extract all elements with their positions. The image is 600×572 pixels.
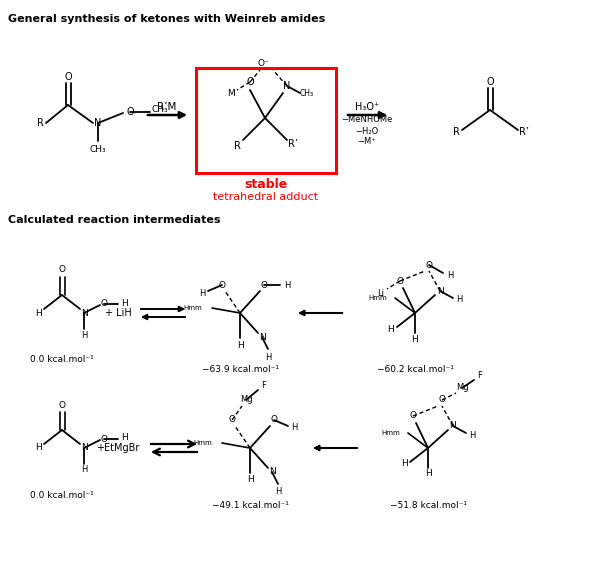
Text: H: H — [401, 459, 407, 468]
Text: Li: Li — [377, 288, 385, 297]
Text: O: O — [64, 72, 72, 82]
Text: −MeNHOMe: −MeNHOMe — [341, 116, 392, 125]
Bar — [196, 68, 336, 173]
Text: H: H — [121, 299, 127, 308]
Text: R’: R’ — [519, 127, 529, 137]
Text: O: O — [439, 395, 445, 404]
Text: H: H — [265, 352, 271, 362]
Text: H: H — [275, 487, 281, 496]
Text: H: H — [81, 331, 87, 340]
Text: O: O — [59, 400, 65, 410]
Text: R’: R’ — [288, 139, 298, 149]
Text: 0.0 kcal.mol⁻¹: 0.0 kcal.mol⁻¹ — [30, 491, 94, 499]
Text: 0.0 kcal.mol⁻¹: 0.0 kcal.mol⁻¹ — [30, 356, 94, 364]
Text: O: O — [260, 280, 268, 289]
Text: H: H — [236, 340, 244, 349]
Text: H: H — [121, 434, 127, 443]
Text: −60.2 kcal.mol⁻¹: −60.2 kcal.mol⁻¹ — [377, 366, 454, 375]
Text: stable: stable — [244, 178, 287, 192]
Text: H: H — [291, 423, 297, 432]
Text: CH₃: CH₃ — [300, 89, 314, 97]
Text: tetrahedral adduct: tetrahedral adduct — [214, 192, 319, 202]
Text: Hmm: Hmm — [368, 295, 387, 301]
Text: R’M: R’M — [157, 102, 176, 112]
Text: N: N — [259, 332, 265, 341]
Text: O: O — [126, 107, 134, 117]
Text: H: H — [469, 431, 475, 439]
Text: O: O — [409, 411, 416, 420]
Text: N: N — [449, 422, 457, 431]
Text: O: O — [229, 415, 235, 424]
Text: −49.1 kcal.mol⁻¹: −49.1 kcal.mol⁻¹ — [212, 500, 289, 510]
Text: R: R — [233, 141, 241, 151]
Text: H: H — [35, 443, 43, 452]
Text: H: H — [447, 271, 453, 280]
Text: +EtMgBr: +EtMgBr — [97, 443, 140, 453]
Text: O: O — [271, 415, 277, 424]
Text: H: H — [247, 475, 253, 484]
Text: N: N — [80, 443, 88, 452]
Text: F: F — [478, 371, 482, 380]
Text: N: N — [269, 467, 275, 476]
Text: H: H — [284, 280, 290, 289]
Text: H₃O⁺: H₃O⁺ — [355, 102, 379, 112]
Text: R: R — [452, 127, 460, 137]
Text: Mg: Mg — [239, 395, 253, 404]
Text: O: O — [59, 265, 65, 275]
Text: H: H — [412, 335, 418, 344]
Text: O: O — [397, 276, 404, 285]
Text: M: M — [227, 89, 235, 98]
Text: Calculated reaction intermediates: Calculated reaction intermediates — [8, 215, 221, 225]
Text: −63.9 kcal.mol⁻¹: −63.9 kcal.mol⁻¹ — [202, 366, 278, 375]
Text: H: H — [456, 296, 462, 304]
Text: −H₂O: −H₂O — [355, 126, 379, 136]
Text: O: O — [425, 260, 433, 269]
Text: H: H — [388, 324, 394, 333]
Text: H: H — [81, 466, 87, 475]
Text: CH₃: CH₃ — [89, 145, 106, 153]
Text: CH₃: CH₃ — [152, 105, 169, 114]
Text: F: F — [262, 382, 266, 391]
Text: O: O — [101, 300, 107, 308]
Text: Mg: Mg — [455, 383, 469, 392]
Text: + LiH: + LiH — [104, 308, 131, 318]
Text: Hmm: Hmm — [193, 440, 212, 446]
Text: −51.8 kcal.mol⁻¹: −51.8 kcal.mol⁻¹ — [389, 500, 467, 510]
Text: O⁻: O⁻ — [257, 58, 269, 67]
Text: −M⁺: −M⁺ — [358, 137, 376, 146]
Text: H: H — [35, 308, 43, 317]
Text: N: N — [283, 81, 290, 91]
Text: O: O — [101, 435, 107, 443]
Text: H: H — [199, 288, 205, 297]
Text: Hmm: Hmm — [183, 305, 202, 311]
Text: General synthesis of ketones with Weinreb amides: General synthesis of ketones with Weinre… — [8, 14, 325, 24]
Text: H: H — [425, 470, 431, 479]
Text: N: N — [94, 118, 101, 128]
Text: N: N — [437, 287, 443, 296]
Text: R: R — [37, 118, 43, 128]
Text: O: O — [218, 280, 226, 289]
Text: N: N — [80, 308, 88, 317]
Text: Hmm: Hmm — [381, 430, 400, 436]
Text: O: O — [246, 77, 254, 87]
Text: O: O — [486, 77, 494, 87]
